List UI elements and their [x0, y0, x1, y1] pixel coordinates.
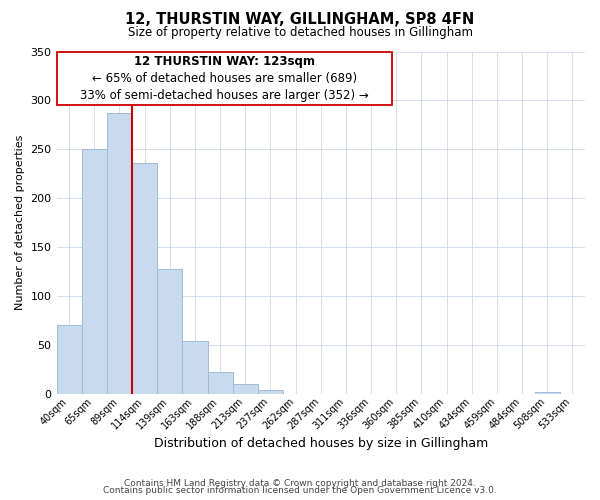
Text: Contains HM Land Registry data © Crown copyright and database right 2024.: Contains HM Land Registry data © Crown c…	[124, 478, 476, 488]
Text: 33% of semi-detached houses are larger (352) →: 33% of semi-detached houses are larger (…	[80, 88, 369, 102]
Text: ← 65% of detached houses are smaller (689): ← 65% of detached houses are smaller (68…	[92, 72, 357, 85]
Bar	[258, 390, 283, 394]
Bar	[157, 268, 182, 394]
X-axis label: Distribution of detached houses by size in Gillingham: Distribution of detached houses by size …	[154, 437, 488, 450]
Bar	[233, 384, 258, 394]
Bar	[82, 150, 107, 394]
Text: 12, THURSTIN WAY, GILLINGHAM, SP8 4FN: 12, THURSTIN WAY, GILLINGHAM, SP8 4FN	[125, 12, 475, 28]
Text: Contains public sector information licensed under the Open Government Licence v3: Contains public sector information licen…	[103, 486, 497, 495]
FancyBboxPatch shape	[56, 52, 392, 104]
Text: 12 THURSTIN WAY: 123sqm: 12 THURSTIN WAY: 123sqm	[134, 54, 315, 68]
Bar	[132, 163, 157, 394]
Bar	[56, 326, 82, 394]
Text: Size of property relative to detached houses in Gillingham: Size of property relative to detached ho…	[128, 26, 473, 39]
Y-axis label: Number of detached properties: Number of detached properties	[15, 135, 25, 310]
Bar	[182, 341, 208, 394]
Bar	[107, 113, 132, 394]
Bar	[208, 372, 233, 394]
Bar	[535, 392, 560, 394]
